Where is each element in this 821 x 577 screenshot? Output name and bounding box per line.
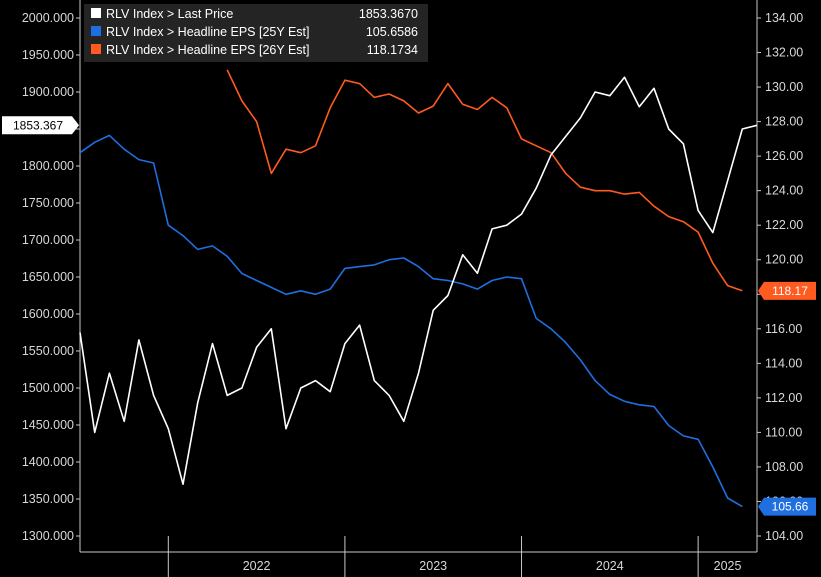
legend-swatch <box>91 8 101 18</box>
left-tick-label: 1900.000 <box>22 85 74 99</box>
left-axis-ticks: 1300.000 1350.000 1400.000 1450.000 1500.000… <box>22 11 80 543</box>
series-line-rlv-index-headline-eps-26y-est <box>226 69 743 292</box>
x-axis-ticks: 2022 2023 2024 2025 <box>167 536 742 577</box>
value-tag-box <box>758 281 816 300</box>
right-tick-label: 132.00 <box>765 46 803 60</box>
left-tick-label: 2000.000 <box>22 11 74 25</box>
right-tick-label: 130.00 <box>765 80 803 94</box>
legend-background <box>84 4 428 62</box>
right-tick-label: 112.00 <box>765 391 802 405</box>
left-tick-label: 1350.000 <box>22 492 74 506</box>
value-tag-label: 1853.367 <box>13 118 63 132</box>
right-tick-label: 122.00 <box>765 218 803 232</box>
series-layer <box>79 69 758 508</box>
series-line-rlv-index-last-price <box>79 76 758 486</box>
legend-label: RLV Index > Last Price <box>106 7 233 21</box>
right-tick-label: 104.00 <box>765 529 803 543</box>
series-line-rlv-index-headline-eps-25y-est <box>79 134 743 508</box>
right-tick-label: 124.00 <box>765 184 803 198</box>
left-tick-label: 1650.000 <box>22 270 74 284</box>
left-tick-label: 1950.000 <box>22 48 74 62</box>
value-tag-box <box>2 116 79 135</box>
legend-label: RLV Index > Headline EPS [26Y Est] <box>106 43 309 57</box>
value-tag: 1853.367 <box>2 116 79 135</box>
left-tick-label: 1550.000 <box>22 344 74 358</box>
legend-swatch <box>91 26 101 36</box>
legend-value: 105.6586 <box>366 25 418 39</box>
legend: RLV Index > Last Price 1853.3670 RLV Index… <box>84 4 428 62</box>
value-tag: 105.66 <box>758 497 816 516</box>
x-tick-label: 2023 <box>419 559 447 573</box>
value-tag-box <box>758 497 816 516</box>
right-tick-label: 120.00 <box>765 253 803 267</box>
value-tag: 118.17 <box>758 281 816 300</box>
legend-value: 1853.3670 <box>359 7 418 21</box>
left-tick-label: 1500.000 <box>22 381 74 395</box>
left-tick-label: 1750.000 <box>22 196 74 210</box>
left-tick-label: 1700.000 <box>22 233 74 247</box>
value-tag-label: 105.66 <box>772 500 809 514</box>
right-tick-label: 128.00 <box>765 115 803 129</box>
right-tick-label: 116.00 <box>765 322 802 336</box>
left-tick-label: 1400.000 <box>22 455 74 469</box>
legend-label: RLV Index > Headline EPS [25Y Est] <box>106 25 309 39</box>
value-tag-label: 118.17 <box>772 284 808 298</box>
left-tick-label: 1800.000 <box>22 159 74 173</box>
left-tick-label: 1300.000 <box>22 529 74 543</box>
x-tick-label: 2024 <box>596 559 624 573</box>
right-tick-label: 126.00 <box>765 149 803 163</box>
legend-value: 118.1734 <box>367 43 418 57</box>
right-tick-label: 114.00 <box>765 356 802 370</box>
left-tick-label: 1450.000 <box>22 418 74 432</box>
x-tick-label: 2025 <box>714 559 742 573</box>
right-tick-label: 110.00 <box>765 425 802 439</box>
legend-swatch <box>91 44 101 54</box>
left-tick-label: 1600.000 <box>22 307 74 321</box>
right-tick-label: 108.00 <box>765 460 803 474</box>
value-tags: 1853.367 105.66 118.17 <box>2 116 816 516</box>
right-tick-label: 134.00 <box>765 11 803 25</box>
x-tick-label: 2022 <box>243 559 271 573</box>
